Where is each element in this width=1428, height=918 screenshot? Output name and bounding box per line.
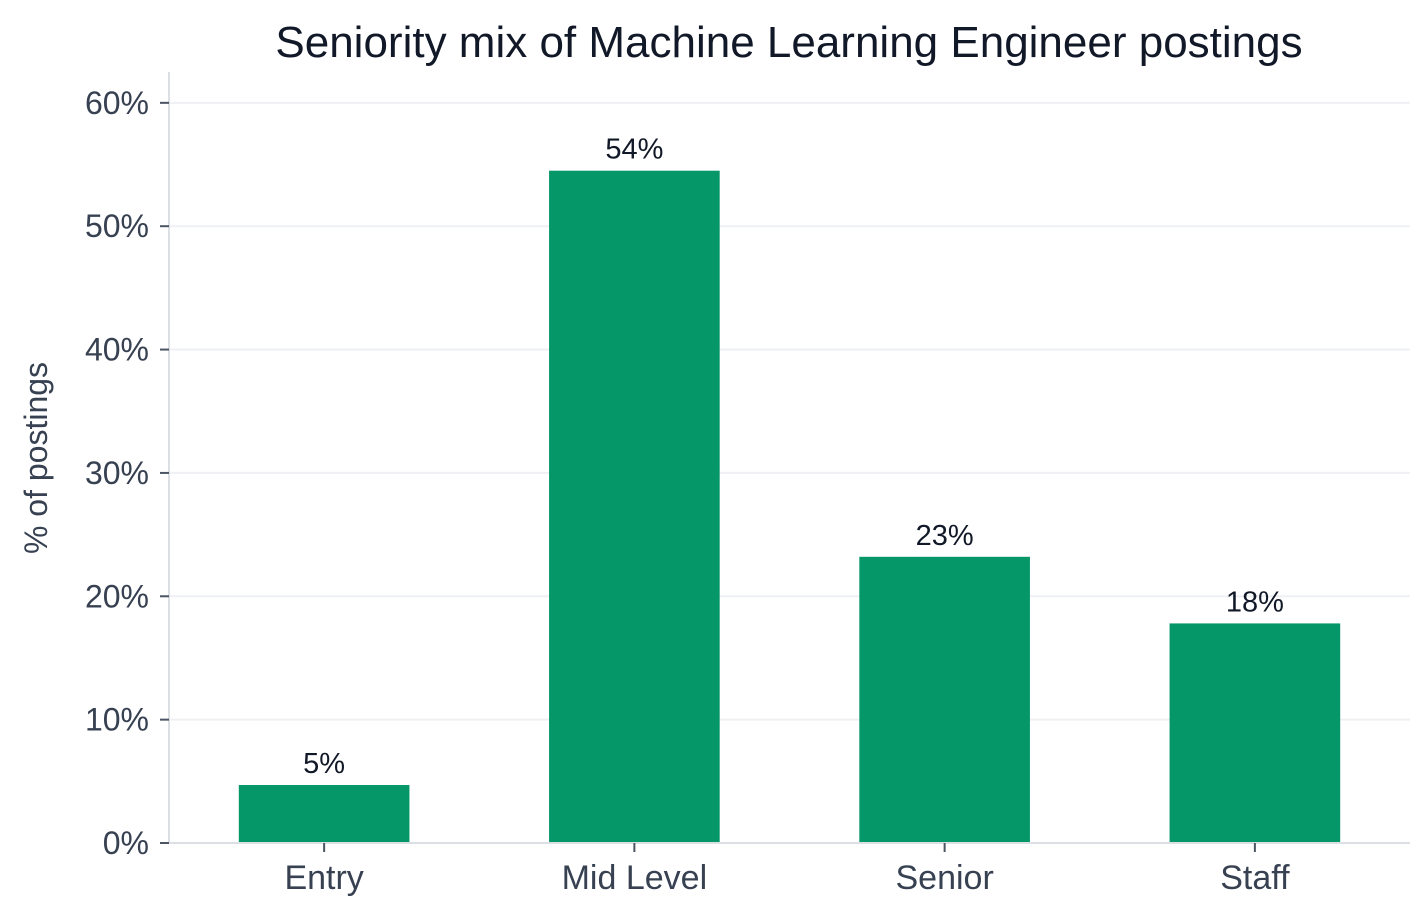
y-tick-label: 60% <box>85 85 149 121</box>
x-ticks: Entry Mid Level Senior Staff <box>284 843 1290 897</box>
bar-value-label: 23% <box>916 520 974 552</box>
data-labels: 5% 54% 23% 18% <box>303 134 1284 780</box>
bar <box>549 170 720 844</box>
y-ticks: 0% 10% 20% 30% 40% 50% 60% <box>85 85 169 861</box>
y-tick-label: 10% <box>85 702 149 738</box>
bar-value-label: 18% <box>1226 586 1284 618</box>
x-tick-label: Senior <box>895 859 993 897</box>
bar <box>859 556 1030 843</box>
y-tick-label: 50% <box>85 208 149 244</box>
bar-value-label: 54% <box>605 134 663 166</box>
bar <box>238 785 410 843</box>
y-tick-label: 40% <box>85 332 149 368</box>
x-tick-label: Staff <box>1220 859 1290 897</box>
bars <box>238 170 1341 844</box>
y-tick-label: 0% <box>103 825 149 861</box>
axes <box>168 72 1410 844</box>
y-axis-label: % of postings <box>18 362 54 554</box>
x-tick-label: Mid Level <box>562 859 708 897</box>
chart-title: Seniority mix of Machine Learning Engine… <box>275 18 1302 67</box>
bar-value-label: 5% <box>303 748 345 780</box>
bar <box>1169 623 1341 843</box>
x-tick-label: Entry <box>284 859 363 897</box>
y-tick-label: 20% <box>85 578 149 614</box>
y-tick-label: 30% <box>85 455 149 491</box>
